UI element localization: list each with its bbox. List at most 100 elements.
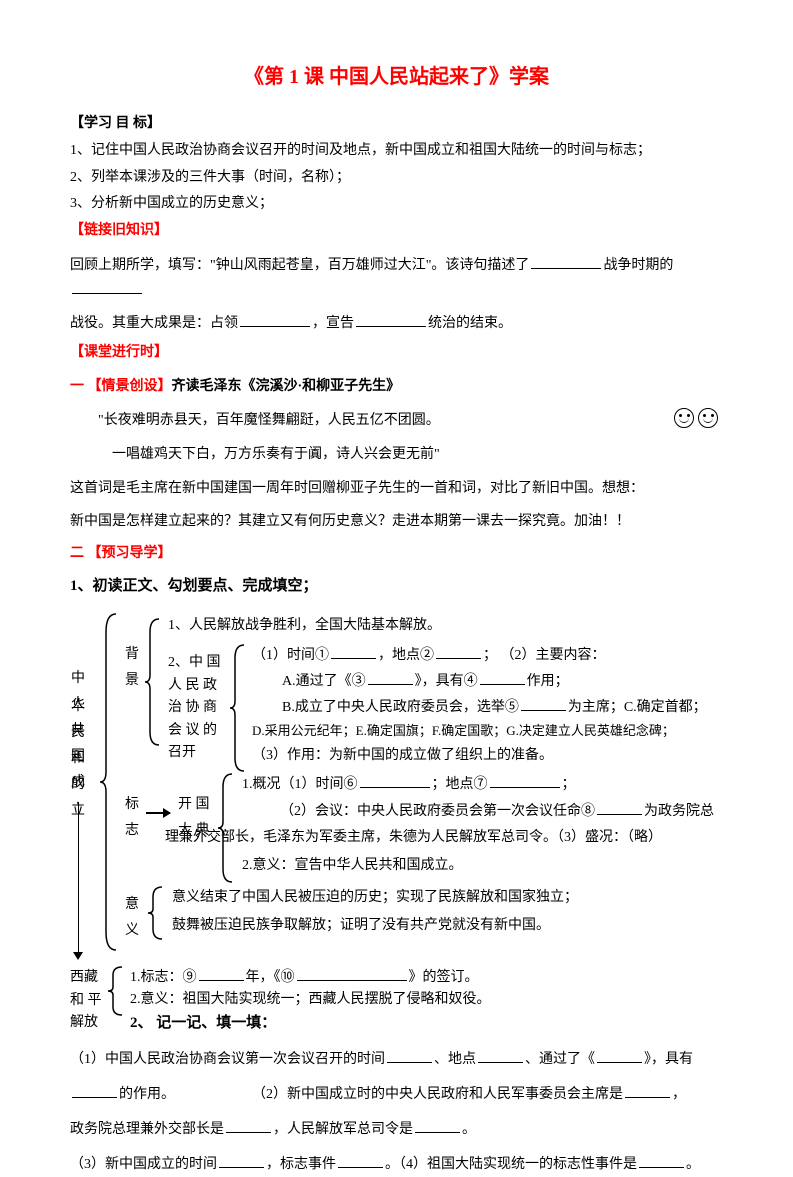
blank-period[interactable] [72,278,142,294]
blank-q2-chair[interactable] [625,1082,670,1098]
mark-label: 标志 [125,792,141,842]
outline-tree: 中华 人民 共和 国的 成立 西藏和 平解放 背景 1、人民解放战争胜利，全国大… [70,607,723,1037]
qa-section: （1）中国人民政治协商会议第一次会议召开的时间、地点、通过了《》，具有 的作用。… [70,1047,723,1176]
cppcc-line-1: （1）时间① ，地点② ； （2）主要内容： [252,643,606,666]
cere-1c: ； [562,777,576,792]
bg-item-1: 1、人民解放战争胜利，全国大陆基本解放。 [168,615,441,636]
cere-1b: ；地点⑦ [432,777,488,792]
goal-2: 2、列举本课涉及的三件大事（时间，名称）； [70,166,723,190]
scene-desc: 这首词是毛主席在新中国建国一周年时回赠柳亚子先生的一首和词，对比了新旧中国。想想… [70,477,723,501]
ceremony-line-1: 1.概况（1）时间⑥；地点⑦； [242,772,576,795]
q-line-1: （1）中国人民政治协商会议第一次会议召开的时间、地点、通过了《》，具有 [70,1047,723,1072]
scene-head: 一 【情景创设】 [70,379,172,394]
review-text-a: 回顾上期所学，填写："钟山风雨起苍皇，百万雄师过大江"。该诗句描述了 [70,258,529,273]
cppcc-1b: ，地点② [378,648,434,663]
goal-1: 1、记住中国人民政治协商会议召开的时间及地点，新中国成立和祖国大陆统一的时间与标… [70,139,723,163]
tibet-1a: 1.标志：⑨ [130,970,197,985]
main-brace-icon [100,612,120,952]
blank-q4-event[interactable] [639,1152,684,1168]
blank-q2-premier[interactable] [226,1117,271,1133]
q3c: 。（4）祖国大陆实现统一的标志性事件是 [385,1157,637,1172]
q1c: 、通过了《 [525,1052,595,1067]
q3b: ，标志事件 [266,1157,336,1172]
blank-q1-time[interactable] [387,1047,432,1063]
q3d: 。 [686,1157,700,1172]
cppcc-a3: 作用； [527,674,569,689]
blank-rule[interactable] [356,311,426,327]
cppcc-b1: B.成立了中央人民政府委员会，选举⑤ [282,700,519,715]
blank-q3-time[interactable] [219,1152,264,1168]
arrow-right-icon [146,812,170,814]
q2d: ，人民解放军总司令是 [273,1122,413,1137]
scene-title: 齐读毛泽东《浣溪沙·和柳亚子先生》 [172,379,401,394]
poem-line-1: "长夜难明赤县天，百年魔怪舞翩跹，人民五亿不团圆。 [70,409,723,433]
sig-brace-icon [148,885,166,941]
smiley-icon [698,408,718,428]
cppcc-line-a: A.通过了《③ 》，具有④ 作用； [282,669,569,692]
bg-brace-icon [145,617,163,747]
blank-9[interactable] [199,965,244,981]
review-line-2: 战役。其重大成果是：占领 ，宣告 统治的结束。 [70,311,723,336]
left-bottom-label: 西藏和 平解放 [70,967,102,1034]
q2a: （2）新中国成立时的中央人民政府和人民军事委员会主席是 [252,1087,623,1102]
review-text-e: 统治的结束。 [428,316,512,331]
cppcc-line-3: （3）作用：为新中国的成立做了组织上的准备。 [252,745,553,766]
smiley-icon [674,408,694,428]
cppcc-1a: （1）时间① [252,648,329,663]
q1b: 、地点 [434,1052,476,1067]
cppcc-a2: 》，具有④ [415,674,478,689]
blank-q3-event[interactable] [338,1152,383,1168]
sig-label: 意义 [125,892,141,942]
blank-q1-doc[interactable] [597,1047,642,1063]
study-goal-head: 【学习 目 标】 [70,112,723,136]
sig-line-1: 意义结束了中国人民被压迫的历史；实现了民族解放和国家独立； [172,887,578,908]
q2c: 政务院总理兼外交部长是 [70,1122,224,1137]
blank-7[interactable] [490,772,560,788]
cppcc-brace-icon [230,643,248,773]
tibet-line-2: 2.意义：祖国大陆实现统一；西藏人民摆脱了侵略和奴役。 [130,989,491,1010]
cere-2a: （2）会议：中央人民政府委员会第一次会议任命⑧ [280,804,595,819]
blank-8[interactable] [597,799,642,815]
blank-q2-cmd[interactable] [415,1117,460,1133]
preview-head: 二 【预习导学】 [70,542,723,566]
class-head: 【课堂进行时】 [70,341,723,365]
scene-question: 新中国是怎样建立起来的？其建立又有何历史意义？走进本期第一课去一探究竟。加油！！ [70,510,723,534]
blank-q1-role[interactable] [72,1082,117,1098]
tibet-brace-icon [108,965,126,1017]
q1e: 的作用。 [119,1087,175,1102]
poem-line-2: 一唱雄鸡天下白，万方乐奏有于阗，诗人兴会更无前" [70,443,723,467]
cppcc-a1: A.通过了《③ [282,674,366,689]
q-line-3: 政务院总理兼外交部长是 ，人民解放军总司令是 。 [70,1117,723,1142]
review-text-c: 战役。其重大成果是：占领 [70,316,238,331]
blank-time-1[interactable] [331,643,376,659]
review-text-b: 战争时期的 [603,258,673,273]
blank-occupy[interactable] [240,311,310,327]
blank-war[interactable] [531,253,601,269]
q2e: 。 [462,1122,476,1137]
tibet-1b: 年，《⑩ [246,970,295,985]
blank-place-2[interactable] [436,643,481,659]
page-title: 《第 1 课 中国人民站起来了》学案 [70,60,723,94]
q2b: ， [672,1087,686,1102]
blank-6[interactable] [360,772,430,788]
blank-q1-place[interactable] [478,1047,523,1063]
cppcc-b2: 为主席；C.确定首都； [568,700,707,715]
review-line-1: 回顾上期所学，填写："钟山风雨起苍皇，百万雄师过大江"。该诗句描述了 战争时期的 [70,253,723,303]
blank-5[interactable] [521,695,566,711]
blank-10[interactable] [297,965,407,981]
ceremony-line-3: 理兼外交部长，毛泽东为军委主席，朱德为人民解放军总司令。（3）盛况：（略） [165,827,662,848]
link-old-head: 【链接旧知识】 [70,219,723,243]
tibet-1c: 》的签订。 [409,970,479,985]
sub-heading-2: 2、 记一记、填一填： [130,1012,276,1035]
blank-3[interactable] [368,669,413,685]
cppcc-line-d: D.采用公元纪年；E.确定国旗；F.确定国歌；G.决定建立人民英雄纪念碑； [252,721,675,741]
vertical-connector [78,802,79,952]
review-text-d: ，宣告 [312,316,354,331]
cppcc-1c: ； （2）主要内容： [483,648,606,663]
scene-head-line: 一 【情景创设】齐读毛泽东《浣溪沙·和柳亚子先生》 [70,375,723,399]
ceremony-line-2: （2）会议：中央人民政府委员会第一次会议任命⑧为政务院总 [280,799,714,822]
goal-3: 3、分析新中国成立的历史意义； [70,192,723,216]
blank-4[interactable] [480,669,525,685]
bg-label: 背景 [125,642,141,692]
tibet-line-1: 1.标志：⑨ 年，《⑩ 》的签订。 [130,965,479,988]
